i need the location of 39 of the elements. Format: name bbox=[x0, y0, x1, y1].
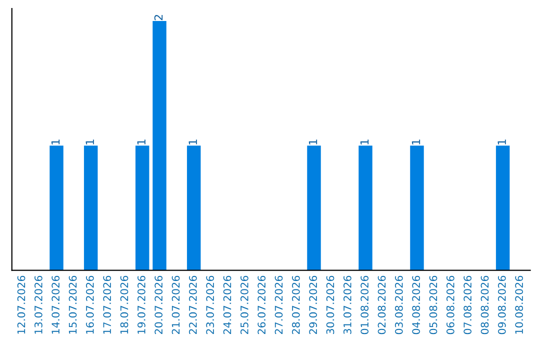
x-tick-label: 30.07.2026 bbox=[326, 276, 334, 334]
x-tick-label: 03.08.2026 bbox=[394, 276, 403, 334]
x-tick-label: 24.07.2026 bbox=[223, 276, 232, 334]
x-tick-label: 29.07.2026 bbox=[309, 276, 318, 334]
x-tick-label: 27.07.2026 bbox=[274, 276, 283, 334]
data-label: 1 bbox=[498, 140, 506, 144]
x-tick-label: 05.08.2026 bbox=[429, 276, 438, 334]
data-label: 1 bbox=[308, 140, 318, 144]
x-tick-label: 12.07.2026 bbox=[17, 276, 26, 334]
x-tick-label: 06.08.2026 bbox=[446, 276, 454, 334]
x-tick-label: 14.07.2026 bbox=[52, 276, 60, 334]
x-tick-label: 20.07.2026 bbox=[154, 276, 163, 334]
x-tick-label: 16.07.2026 bbox=[86, 276, 94, 334]
data-label: 1 bbox=[360, 140, 369, 144]
x-tick-label: 08.08.2026 bbox=[480, 276, 489, 334]
x-tick-label: 19.07.2026 bbox=[137, 276, 146, 334]
data-label: 1 bbox=[188, 140, 197, 144]
x-tick-label: 10.08.2026 bbox=[515, 276, 524, 334]
x-tick-label: 22.07.2026 bbox=[188, 276, 197, 334]
x-tick-label: 13.07.2026 bbox=[34, 276, 42, 334]
x-tick-label: 01.08.2026 bbox=[360, 276, 369, 334]
x-tick-label: 02.08.2026 bbox=[378, 276, 386, 334]
x-tick-label: 15.07.2026 bbox=[68, 276, 77, 334]
data-label: 1 bbox=[51, 140, 60, 144]
x-tick-label: 31.07.2026 bbox=[343, 276, 352, 334]
x-tick-label: 26.07.2026 bbox=[258, 276, 266, 334]
x-tick-label: 25.07.2026 bbox=[240, 276, 248, 334]
x-tick-label: 28.07.2026 bbox=[292, 276, 300, 334]
x-tick-label: 09.08.2026 bbox=[498, 276, 506, 334]
data-label: 2 bbox=[154, 15, 163, 20]
x-tick-label: 21.07.2026 bbox=[172, 276, 180, 334]
data-label: 1 bbox=[86, 140, 94, 144]
x-tick-label: 18.07.2026 bbox=[120, 276, 128, 334]
x-tick-label: 04.08.2026 bbox=[412, 276, 420, 334]
data-label: 1 bbox=[412, 140, 420, 144]
data-label: 1 bbox=[137, 140, 146, 144]
x-tick-label: 17.07.2026 bbox=[103, 276, 112, 334]
x-tick-label: 23.07.2026 bbox=[206, 276, 214, 334]
x-tick-label: 07.08.2026 bbox=[464, 276, 472, 334]
